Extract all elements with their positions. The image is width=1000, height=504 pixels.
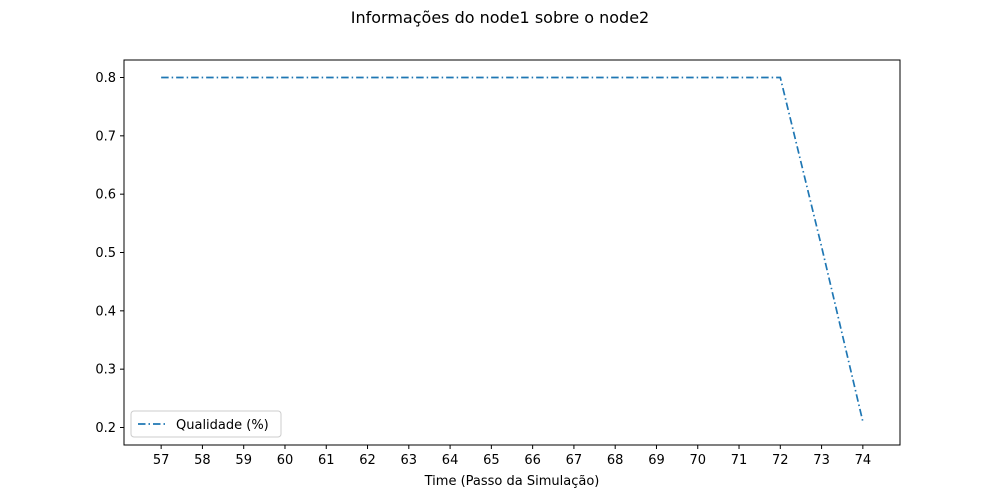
legend-label: Qualidade (%) (176, 418, 269, 433)
x-tick-label: 67 (566, 453, 583, 468)
x-tick-label: 66 (524, 453, 541, 468)
x-tick-label: 60 (277, 453, 294, 468)
x-tick-label: 69 (648, 453, 665, 468)
x-tick-label: 71 (731, 453, 748, 468)
y-tick-label: 0.3 (95, 363, 116, 378)
x-tick-label: 58 (194, 453, 211, 468)
x-axis: 57 58 59 60 61 62 63 64 65 66 67 68 69 70 71 72 73 74 (153, 445, 871, 468)
x-tick-label: 62 (359, 453, 376, 468)
plot-frame (123, 59, 901, 446)
y-tick-label: 0.8 (95, 71, 116, 86)
y-axis: 0.2 0.3 0.4 0.5 0.6 0.7 0.8 (95, 71, 124, 436)
legend: Qualidade (%) (130, 410, 282, 438)
y-tick-label: 0.5 (95, 246, 116, 261)
series-line-0 (161, 76, 864, 422)
y-tick-label: 0.4 (95, 304, 116, 319)
x-tick-label: 59 (235, 453, 252, 468)
plot-area: 0.2 0.3 0.4 0.5 0.6 0.7 0.8 57 58 59 60 61 62 63 64 65… (95, 59, 901, 468)
legend-box (130, 410, 282, 438)
x-tick-label: 74 (855, 453, 872, 468)
y-tick-label: 0.7 (95, 129, 116, 144)
x-tick-label: 70 (689, 453, 706, 468)
series-layer (161, 76, 864, 422)
x-tick-label: 64 (442, 453, 459, 468)
x-axis-label: Time (Passo da Simulação) (424, 474, 600, 489)
x-tick-label: 73 (813, 453, 830, 468)
x-tick-label: 72 (772, 453, 789, 468)
x-tick-label: 61 (318, 453, 335, 468)
x-tick-label: 63 (401, 453, 418, 468)
y-tick-label: 0.2 (95, 421, 116, 436)
x-tick-label: 65 (483, 453, 500, 468)
x-tick-label: 68 (607, 453, 624, 468)
x-tick-label: 57 (153, 453, 170, 468)
chart-title: Informações do node1 sobre o node2 (351, 8, 649, 27)
y-tick-label: 0.6 (95, 188, 116, 203)
